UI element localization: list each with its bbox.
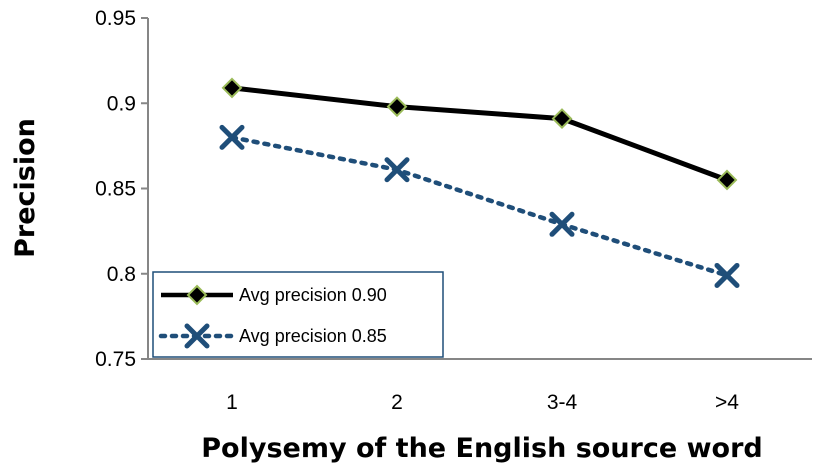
y-axis-title: Precision — [10, 118, 41, 258]
y-axis-ticks: 0.75 0.8 0.85 0.9 0.95 — [95, 7, 148, 371]
series-line-2 — [229, 135, 730, 278]
x-tick-label: 1 — [226, 391, 238, 414]
x-axis-title: Polysemy of the English source word — [201, 433, 762, 464]
y-tick-label: 0.95 — [95, 7, 136, 30]
series-lines — [229, 85, 730, 278]
series-1-point — [716, 169, 738, 191]
series-1-point — [551, 108, 573, 130]
series-2-point — [714, 262, 740, 288]
series-2-point — [549, 211, 575, 237]
legend-label-series-2: Avg precision 0.85 — [239, 326, 387, 346]
legend: Avg precision 0.90 Avg precision 0.85 — [152, 271, 444, 358]
x-tick-label: 2 — [391, 391, 403, 414]
series-2-point — [384, 157, 410, 183]
x-tick-label: 3-4 — [547, 391, 578, 414]
legend-marker-series-1 — [186, 284, 208, 306]
y-tick-label: 0.85 — [95, 178, 136, 201]
legend-label-series-1: Avg precision 0.90 — [239, 285, 387, 305]
series-line-1 — [231, 85, 728, 183]
series-2-point — [219, 124, 245, 150]
x-axis-ticks: 1 2 3-4 >4 — [226, 391, 739, 414]
series-1-point — [221, 77, 243, 99]
legend-x-marker — [184, 323, 210, 349]
x-tick-label: >4 — [715, 391, 739, 414]
series-markers — [219, 77, 740, 288]
series-1-point — [386, 96, 408, 118]
y-tick-label: 0.9 — [107, 92, 136, 115]
y-tick-label: 0.75 — [95, 348, 136, 371]
y-tick-label: 0.8 — [107, 263, 136, 286]
legend-marker-series-2 — [184, 323, 210, 349]
legend-diamond-marker — [186, 284, 208, 306]
